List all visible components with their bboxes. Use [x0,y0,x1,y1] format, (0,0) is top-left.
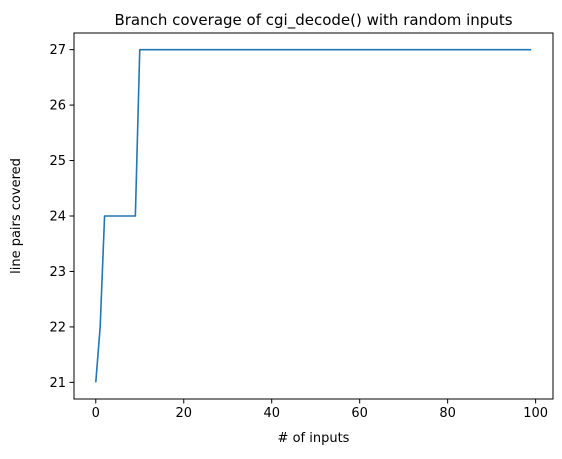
y-tick-label: 21 [49,376,66,391]
chart-title: Branch coverage of cgi_decode() with ran… [114,11,512,30]
x-tick-label: 60 [351,406,368,421]
x-tick-label: 100 [523,406,548,421]
series-layer [94,48,532,383]
y-tick-label: 24 [49,210,66,225]
x-tick-label: 20 [175,406,192,421]
x-tick-label: 0 [92,406,100,421]
y-tick-label: 26 [49,99,66,114]
y-tick-label: 22 [49,320,66,335]
series-line-1 [94,48,532,383]
y-tick-label: 25 [49,154,66,169]
y-tick-label: 23 [49,265,66,280]
x-axis-label: # of inputs [278,431,350,446]
x-axis-ticks: 0 20 40 60 80 100 [92,399,548,421]
x-tick-label: 40 [263,406,280,421]
y-tick-label: 27 [49,43,66,58]
x-tick-label: 80 [439,406,456,421]
y-axis-ticks: 21 22 23 24 25 26 27 [49,43,74,391]
y-axis-label: line pairs covered [9,158,24,274]
